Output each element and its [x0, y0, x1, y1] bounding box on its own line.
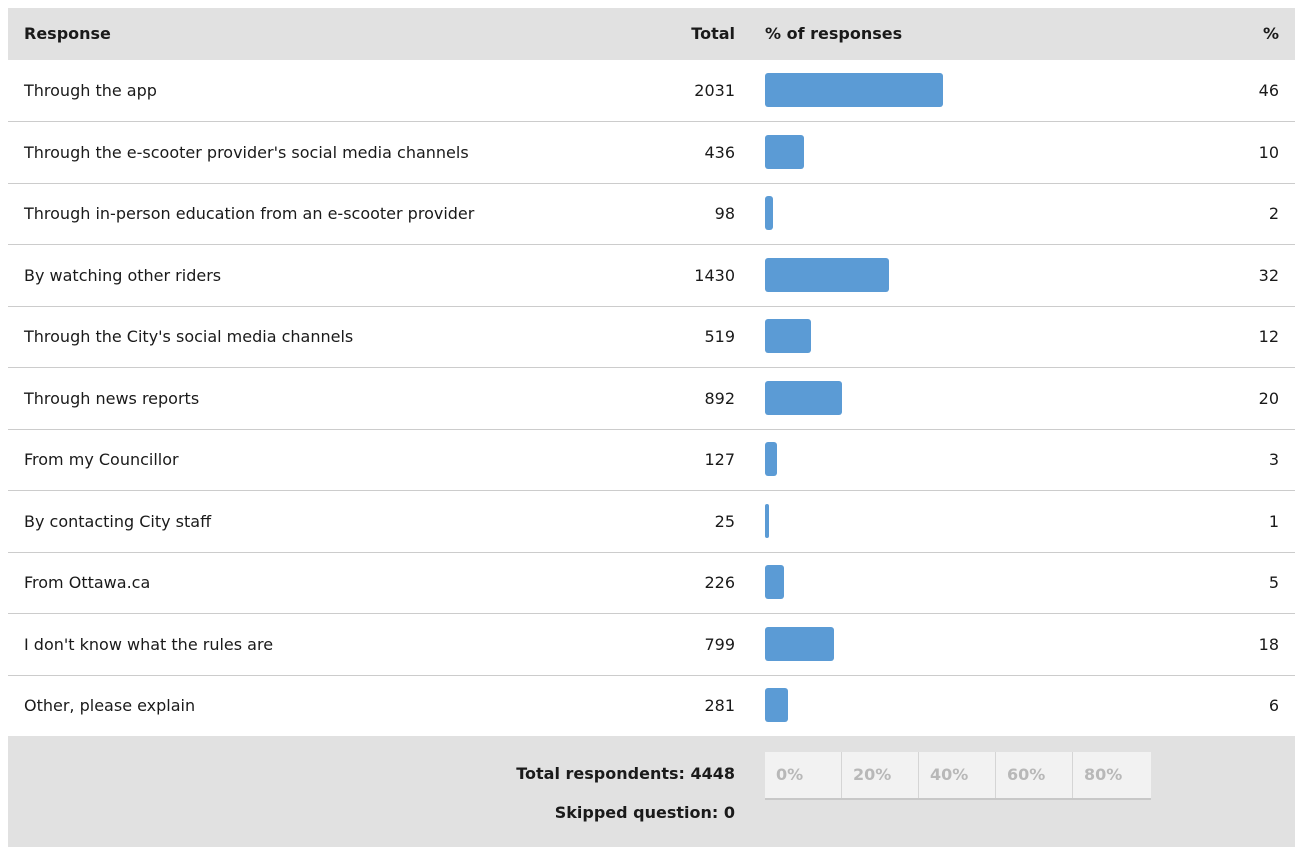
response-label: From my Councillor — [24, 450, 179, 469]
response-bar — [765, 73, 943, 107]
response-percent: 20 — [1258, 388, 1279, 408]
response-bar — [765, 319, 812, 353]
table-row: From my Councillor 127 3 — [8, 429, 1295, 491]
response-bar — [765, 503, 769, 538]
response-label: By watching other riders — [24, 265, 222, 285]
table-row: Through in-person education from an e-sc… — [8, 183, 1295, 245]
scale-tick-label: 80% — [1084, 765, 1123, 784]
response-percent: 6 — [1268, 696, 1279, 715]
response-bar — [765, 565, 785, 599]
response-percent: 32 — [1258, 265, 1279, 285]
response-bar — [765, 380, 843, 415]
response-percent: 2 — [1268, 204, 1279, 223]
response-percent: 5 — [1268, 573, 1279, 592]
header-percent: % — [1262, 24, 1279, 43]
scale-tick-label: 40% — [919, 752, 996, 798]
response-label: Other, please explain — [24, 696, 196, 715]
response-bar — [765, 196, 773, 230]
table-row: Through the City's social media channels… — [8, 306, 1295, 368]
scale-tick-label: 0% — [765, 752, 842, 798]
response-percent: 18 — [1258, 634, 1279, 654]
response-total: 281 — [704, 696, 735, 715]
response-label: Through the City's social media channels — [24, 327, 354, 346]
response-bar — [765, 688, 789, 722]
response-total: 25 — [714, 511, 735, 531]
header-total: Total — [691, 24, 735, 43]
response-percent: 46 — [1258, 81, 1279, 100]
response-label: Through news reports — [24, 388, 200, 408]
table-row: Other, please explain 281 6 — [8, 675, 1295, 737]
survey-results-table: Response Total % of responses % Through … — [8, 8, 1295, 847]
header-pct-of-responses: % of responses — [765, 24, 903, 43]
response-label: From Ottawa.ca — [24, 573, 151, 592]
response-bar — [765, 257, 889, 292]
response-bar — [765, 442, 777, 476]
response-label: Through in-person education from an e-sc… — [24, 204, 475, 223]
table-row: Through news reports 892 20 — [8, 368, 1295, 430]
table-header: Response Total % of responses % — [8, 8, 1295, 60]
table-footer: Total respondents: 4448 Skipped question… — [8, 736, 1295, 847]
header-response: Response — [24, 24, 111, 43]
response-total: 2031 — [694, 81, 735, 100]
response-total: 98 — [714, 204, 735, 223]
response-total: 519 — [704, 327, 735, 346]
response-label: Through the app — [24, 81, 157, 100]
table-row: By watching other riders 1430 32 — [8, 245, 1295, 307]
response-total: 226 — [704, 573, 735, 592]
response-total: 1430 — [694, 265, 735, 285]
table-row: I don't know what the rules are 799 18 — [8, 614, 1295, 676]
response-label: I don't know what the rules are — [24, 634, 274, 654]
skipped-question: Skipped question: 0 — [554, 803, 735, 822]
response-total: 436 — [704, 142, 735, 162]
response-percent: 10 — [1258, 142, 1279, 162]
response-percent: 1 — [1268, 511, 1279, 531]
scale-tick-label: 60% — [996, 752, 1073, 798]
response-label: By contacting City staff — [24, 511, 212, 531]
response-bar — [765, 134, 804, 169]
percent-scale: 0% 20% 40% 60% 80% — [765, 752, 1151, 800]
table-row: Through the app 2031 46 — [8, 60, 1295, 122]
response-percent: 12 — [1258, 327, 1279, 346]
table-row: Through the e-scooter provider's social … — [8, 122, 1295, 184]
table-row: From Ottawa.ca 226 5 — [8, 552, 1295, 614]
table-row: By contacting City staff 25 1 — [8, 491, 1295, 553]
total-respondents: Total respondents: 4448 — [516, 764, 735, 783]
response-total: 127 — [704, 450, 735, 469]
response-bar — [765, 626, 835, 661]
response-percent: 3 — [1268, 450, 1279, 469]
response-total: 892 — [704, 388, 735, 408]
response-total: 799 — [704, 634, 735, 654]
scale-tick-label: 20% — [842, 752, 919, 798]
response-label: Through the e-scooter provider's social … — [24, 142, 469, 162]
